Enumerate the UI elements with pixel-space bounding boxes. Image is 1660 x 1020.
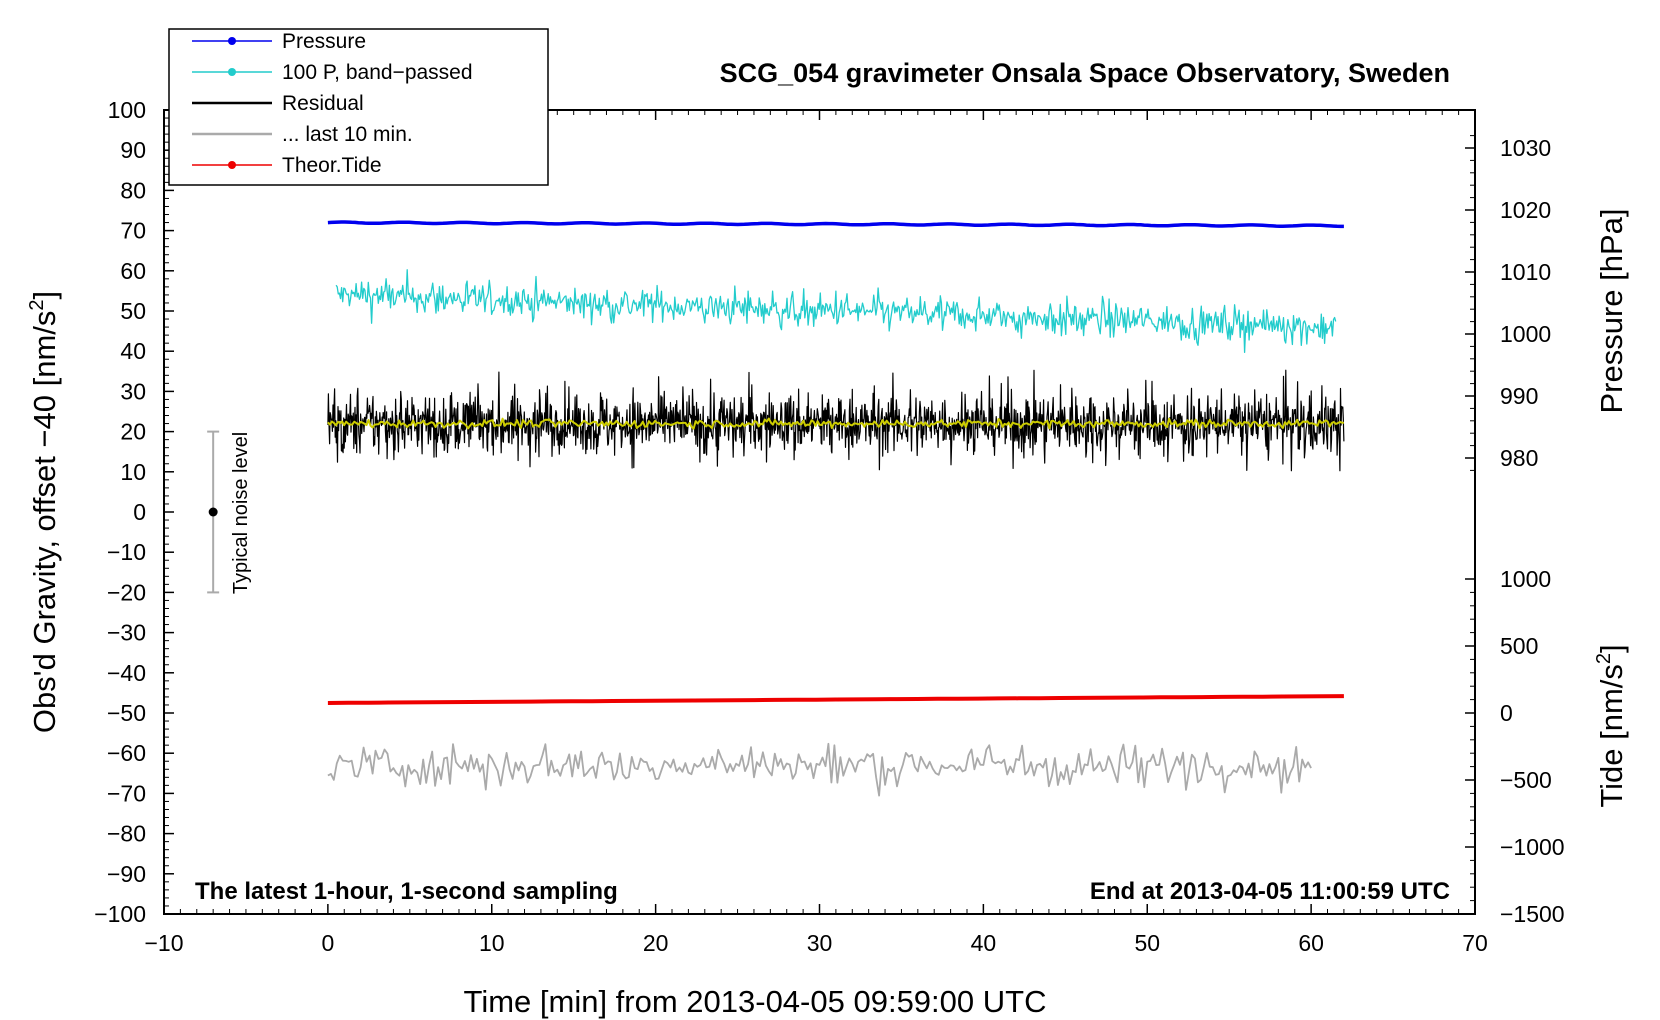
x-tick-label: 50 (1134, 930, 1160, 956)
series-tide (327, 694, 1344, 705)
y-tick-label: 50 (120, 298, 146, 324)
noise-bar-center (208, 507, 218, 517)
x-axis-title: Time [min] from 2013-04-05 09:59:00 UTC (464, 984, 1047, 1019)
tide-axis-title-main: Tide [nm/s (1594, 664, 1629, 808)
noise-bar-label: Typical noise level (230, 432, 252, 594)
x-tick-label: −10 (144, 930, 183, 956)
annotation-right: End at 2013-04-05 11:00:59 UTC (1090, 878, 1450, 905)
x-tick-label: 0 (321, 930, 334, 956)
y-tick-label: −70 (107, 780, 146, 806)
tide-axis-title-end: ] (1594, 644, 1629, 653)
tide-tick-label: −1000 (1500, 834, 1565, 860)
y-axis-title: Obs'd Gravity, offset −40 [nm/s2] (26, 291, 62, 733)
series-pressure (327, 220, 1344, 229)
x-tick-label: 70 (1462, 930, 1488, 956)
y-tick-label: 80 (120, 177, 146, 203)
series-layer (327, 220, 1345, 797)
y-tick-label: 90 (120, 137, 146, 163)
y-axis-title-sup: 2 (26, 299, 48, 310)
tide-axis-title-sup: 2 (1593, 653, 1615, 664)
legend: Pressure 100 P, band−passed Residual ... la… (168, 28, 549, 186)
y-tick-label: 40 (120, 338, 146, 364)
y-tick-label: 20 (120, 419, 146, 445)
pressure-tick-label: 1000 (1500, 321, 1551, 347)
y-tick-label: 70 (120, 218, 146, 244)
y-tick-label: −80 (107, 821, 146, 847)
legend-box (168, 28, 549, 186)
y-tick-label: 0 (133, 499, 146, 525)
x-tick-label: 40 (971, 930, 997, 956)
y-tick-label: 100 (108, 97, 146, 123)
legend-label: Residual (282, 92, 364, 115)
tide-tick-label: 1000 (1500, 566, 1551, 592)
y-tick-label: −100 (94, 901, 146, 927)
tide-tick-label: 500 (1500, 633, 1538, 659)
y-tick-label: −50 (107, 700, 146, 726)
series-residual (327, 369, 1345, 472)
legend-marker (228, 37, 236, 45)
x-tick-label: 60 (1298, 930, 1324, 956)
y-axis-title-end: ] (27, 291, 62, 300)
pressure-tick-label: 1030 (1500, 135, 1551, 161)
pressure-tick-label: 990 (1500, 383, 1538, 409)
pressure-axis-title: Pressure [hPa] (1594, 208, 1629, 413)
x-tick-label: 10 (479, 930, 505, 956)
y-tick-label: 10 (120, 459, 146, 485)
series-band-passed (335, 269, 1337, 353)
pressure-tick-label: 1010 (1500, 259, 1551, 285)
pressure-tick-label: 980 (1500, 445, 1538, 471)
y-tick-label: −20 (107, 579, 146, 605)
tide-axis-title: Tide [nm/s2] (1593, 644, 1629, 807)
x-tick-label: 30 (807, 930, 833, 956)
y-axis-title-main: Obs'd Gravity, offset −40 [nm/s (27, 311, 62, 734)
series-residual-smoothed (327, 417, 1344, 430)
series-last-10-min (327, 742, 1312, 797)
legend-marker (228, 161, 236, 169)
y-tick-label: 30 (120, 378, 146, 404)
legend-label: ... last 10 min. (282, 123, 413, 146)
chart-title: SCG_054 gravimeter Onsala Space Observat… (720, 58, 1450, 88)
x-tick-label: 20 (643, 930, 669, 956)
legend-label: Theor.Tide (282, 154, 382, 177)
y-tick-label: −90 (107, 861, 146, 887)
legend-items: Pressure 100 P, band−passed Residual ... la… (192, 30, 473, 177)
tide-tick-label: −500 (1500, 767, 1552, 793)
axis-ticks: −10 0 10 20 30 40 50 60 701009080706050403020100… (94, 97, 1564, 956)
legend-label: 100 P, band−passed (282, 61, 473, 84)
y-tick-label: −30 (107, 620, 146, 646)
legend-label: Pressure (282, 30, 366, 53)
tide-tick-label: 0 (1500, 700, 1513, 726)
y-tick-label: −10 (107, 539, 146, 565)
pressure-tick-label: 1020 (1500, 197, 1551, 223)
legend-marker (228, 68, 236, 76)
y-tick-label: 60 (120, 258, 146, 284)
y-tick-label: −40 (107, 660, 146, 686)
noise-bar: Typical noise level (207, 430, 252, 594)
y-tick-label: −60 (107, 740, 146, 766)
tide-tick-label: −1500 (1500, 901, 1565, 927)
annotation-left: The latest 1-hour, 1-second sampling (195, 878, 618, 905)
